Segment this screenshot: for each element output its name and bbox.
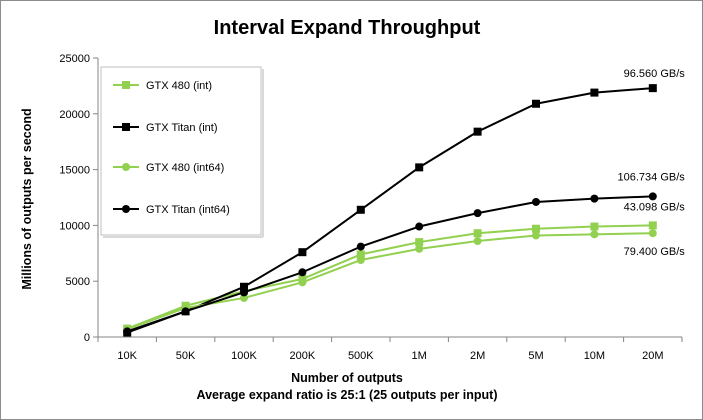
data-point [415,238,424,247]
data-point [648,221,657,230]
data-point [532,231,540,240]
series-4 [123,192,657,336]
y-axis-title: Millions of outputs per second [20,108,34,289]
legend-item-1: GTX 480 (int) [113,80,212,92]
legend-label: GTX 480 (int64) [146,162,224,174]
y-tick-label: 10000 [59,220,90,232]
series-line [126,87,653,334]
legend-label: GTX Titan (int) [146,122,218,134]
axes: 0 5000 10000 15000 20000 25000 10K 50K 100K 200K 5… [59,53,683,362]
data-point [532,99,540,108]
y-tick-label: 25000 [59,53,90,65]
data-point [473,127,482,136]
data-point [590,230,599,239]
chart-title: Interval Expand Throughput [214,17,481,39]
legend-marker [122,81,130,89]
legend-item-4: GTX Titan (int64) [113,204,230,216]
x-tick-label: 10M [584,350,605,362]
data-point [648,192,657,201]
data-point [298,278,307,287]
data-point [532,224,540,233]
data-point [298,248,307,257]
legend-marker [122,163,130,171]
x-tick-label: 50K [176,350,196,362]
data-point [532,197,540,206]
series-1 [123,221,657,333]
x-tick-label: 200K [290,350,316,362]
data-point [590,194,599,203]
legend-marker [122,123,130,131]
legend-marker [122,205,130,213]
x-tick-label: 20M [642,350,663,362]
data-label: 43.098 GB/s [624,201,686,213]
data-point [473,237,482,246]
x-tick-label: 2M [470,350,485,362]
legend-label: GTX 480 (int) [146,80,212,92]
data-point [240,293,248,302]
legend-label: GTX Titan (int64) [146,204,230,216]
data-point [356,242,365,251]
y-tick-label: 0 [84,332,90,344]
data-point [415,163,424,172]
series-2 [123,84,657,337]
data-point [123,327,132,336]
annotation-layer: 96.560 GB/s 106.734 GB/s 43.098 GB/s 79.400… [618,68,686,258]
data-point [648,229,657,238]
data-point [648,84,657,93]
data-point [356,205,365,214]
y-tick-label: 20000 [59,109,90,121]
x-tick-label: 1M [412,350,427,362]
data-label: 106.734 GB/s [618,171,686,183]
data-label: 96.560 GB/s [624,68,686,80]
data-point [415,244,424,253]
data-point [415,222,424,231]
legend: GTX 480 (int) GTX Titan (int) GTX 480 (int… [100,66,264,238]
series-line [126,232,653,331]
x-tick-label: 5M [528,350,543,362]
y-tick-label: 5000 [66,276,90,288]
x-tick-label: 100K [231,350,257,362]
data-point [590,88,599,97]
data-point [356,255,365,264]
series-3 [123,229,657,334]
x-tick-label: 10K [117,350,137,362]
data-point [590,222,599,231]
data-point [298,268,307,277]
data-point [356,250,365,259]
series-layer [123,84,657,337]
data-point [240,288,248,297]
x-axis-title: Number of outputs [291,371,403,385]
legend-item-3: GTX 480 (int64) [113,162,224,174]
data-point [473,209,482,218]
data-point [473,229,482,238]
series-line [126,195,653,333]
data-point [240,282,248,291]
y-tick-label: 15000 [59,165,90,177]
legend-item-2: GTX Titan (int) [113,122,218,134]
series-line [126,224,653,330]
data-point [181,307,190,316]
x-axis-subtitle: Average expand ratio is 25:1 (25 outputs… [197,388,498,402]
data-label: 79.400 GB/s [624,246,686,258]
x-tick-label: 500K [348,350,374,362]
